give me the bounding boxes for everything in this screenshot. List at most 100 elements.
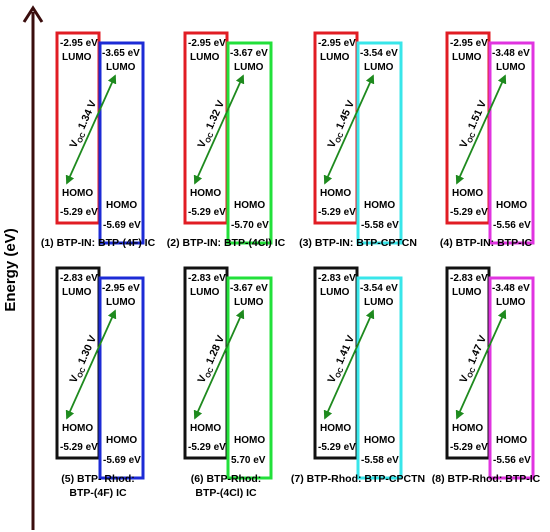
acceptor-homo-label: HOMO xyxy=(234,435,265,446)
donor-lumo-label: LUMO xyxy=(320,287,350,298)
voc-value: 1.30 V xyxy=(75,334,100,369)
acceptor-box xyxy=(488,41,535,245)
acceptor-lumo-label: LUMO xyxy=(496,62,526,73)
acceptor-homo-value: -5.56 eV xyxy=(493,220,531,231)
donor-lumo-label: LUMO xyxy=(62,287,92,298)
donor-lumo-label: LUMO xyxy=(452,287,482,298)
acceptor-homo-value: -5.58 eV xyxy=(361,220,399,231)
donor-lumo-label: LUMO xyxy=(190,287,220,298)
energy-axis: Energy (eV) xyxy=(2,5,44,530)
donor-lumo-value: -2.83 eV xyxy=(318,273,356,284)
voc-value: 1.51 V xyxy=(465,99,490,134)
acceptor-homo-label: HOMO xyxy=(496,200,527,211)
voc-arrow xyxy=(193,309,245,420)
donor-homo-label: HOMO xyxy=(190,423,221,434)
donor-lumo-value: -2.83 eV xyxy=(450,273,488,284)
panel-1: -2.95 eV LUMO HOMO -5.29 eV -3.65 eV LUMO HOMO… xyxy=(41,31,156,249)
donor-homo-label: HOMO xyxy=(62,188,93,199)
donor-homo-value: -5.29 eV xyxy=(318,442,356,453)
panel-caption-line: (4) BTP-IN: BTP-IC xyxy=(440,237,533,249)
donor-lumo-value: -2.95 eV xyxy=(318,38,356,49)
voc-subscript: OC xyxy=(467,132,478,144)
acceptor-lumo-value: -3.54 eV xyxy=(360,48,398,59)
donor-homo-value: -5.29 eV xyxy=(450,207,488,218)
acceptor-lumo-value: -3.48 eV xyxy=(492,48,530,59)
donor-homo-label: HOMO xyxy=(62,423,93,434)
acceptor-homo-value: 5.70 eV xyxy=(231,455,266,466)
voc-subscript: OC xyxy=(335,132,346,144)
acceptor-lumo-value: -3.65 eV xyxy=(102,48,140,59)
acceptor-lumo-value: -2.95 eV xyxy=(102,283,140,294)
donor-homo-value: -5.29 eV xyxy=(450,442,488,453)
acceptor-lumo-value: -3.67 eV xyxy=(230,48,268,59)
acceptor-homo-label: HOMO xyxy=(234,200,265,211)
acceptor-homo-label: HOMO xyxy=(496,435,527,446)
voc-subscript: OC xyxy=(205,367,216,379)
donor-lumo-value: -2.83 eV xyxy=(60,273,98,284)
acceptor-box xyxy=(98,276,145,480)
voc-value: 1.28 V xyxy=(203,334,228,369)
acceptor-lumo-label: LUMO xyxy=(106,297,136,308)
voc-subscript: OC xyxy=(205,132,216,144)
voc-subscript: OC xyxy=(467,367,478,379)
voc-arrow xyxy=(323,309,375,420)
voc-value: 1.45 V xyxy=(333,99,358,134)
panel-caption-line: (5) BTP- Rhod: xyxy=(61,473,135,485)
voc-subscript: OC xyxy=(77,367,88,379)
acceptor-lumo-value: -3.54 eV xyxy=(360,283,398,294)
acceptor-box xyxy=(356,276,403,480)
panel-caption-line: (7) BTP-Rhod: BTP-CPCTN xyxy=(291,473,425,485)
donor-lumo-value: -2.95 eV xyxy=(188,38,226,49)
acceptor-homo-value: -5.69 eV xyxy=(103,220,141,231)
acceptor-homo-label: HOMO xyxy=(364,200,395,211)
acceptor-lumo-label: LUMO xyxy=(364,297,394,308)
donor-lumo-label: LUMO xyxy=(452,52,482,63)
voc-value: 1.41 V xyxy=(333,334,358,369)
voc-symbol: V xyxy=(457,139,471,150)
voc-arrow xyxy=(65,309,117,420)
panel-grid: -2.95 eV LUMO HOMO -5.29 eV -3.65 eV LUMO HOMO… xyxy=(41,31,541,499)
donor-homo-value: -5.29 eV xyxy=(188,442,226,453)
acceptor-box xyxy=(98,41,145,245)
acceptor-homo-value: -5.56 eV xyxy=(493,455,531,466)
voc-value: 1.47 V xyxy=(465,334,490,369)
donor-homo-label: HOMO xyxy=(320,188,351,199)
acceptor-homo-value: -5.69 eV xyxy=(103,455,141,466)
voc-symbol: V xyxy=(195,374,209,385)
acceptor-box xyxy=(488,276,535,480)
energy-axis-arrowhead xyxy=(22,5,44,23)
voc-arrow xyxy=(455,74,507,185)
panel-caption-line: BTP-(4Cl) IC xyxy=(195,487,257,499)
donor-homo-value: -5.29 eV xyxy=(60,442,98,453)
acceptor-box xyxy=(226,276,273,480)
voc-arrow xyxy=(323,74,375,185)
panel-4: -2.95 eV LUMO HOMO -5.29 eV -3.48 eV LUMO HOMO… xyxy=(440,31,535,249)
panel-caption-line: BTP-(4F) IC xyxy=(69,487,127,499)
panel-7: -2.83 eV LUMO HOMO -5.29 eV -3.54 eV LUMO HOMO… xyxy=(291,266,425,485)
voc-subscript: OC xyxy=(335,367,346,379)
acceptor-lumo-label: LUMO xyxy=(234,297,264,308)
donor-homo-value: -5.29 eV xyxy=(318,207,356,218)
panel-caption-line: (2) BTP-IN: BTP-(4Cl) IC xyxy=(167,237,286,249)
panel-caption-line: (3) BTP-IN: BTP-CPTCN xyxy=(299,237,417,249)
acceptor-lumo-value: -3.48 eV xyxy=(492,283,530,294)
voc-value: 1.32 V xyxy=(203,99,228,134)
voc-arrow xyxy=(455,309,507,420)
donor-homo-label: HOMO xyxy=(320,423,351,434)
voc-symbol: V xyxy=(67,139,81,150)
donor-lumo-value: -2.83 eV xyxy=(188,273,226,284)
donor-homo-value: -5.29 eV xyxy=(60,207,98,218)
acceptor-homo-value: -5.58 eV xyxy=(361,455,399,466)
donor-lumo-label: LUMO xyxy=(320,52,350,63)
donor-homo-value: -5.29 eV xyxy=(188,207,226,218)
acceptor-homo-label: HOMO xyxy=(364,435,395,446)
donor-homo-label: HOMO xyxy=(190,188,221,199)
donor-lumo-value: -2.95 eV xyxy=(450,38,488,49)
acceptor-lumo-label: LUMO xyxy=(106,62,136,73)
voc-arrow xyxy=(193,74,245,185)
acceptor-homo-value: -5.70 eV xyxy=(231,220,269,231)
panel-caption-line: (8) BTP-Rhod: BTP-IC xyxy=(432,473,541,485)
donor-lumo-label: LUMO xyxy=(190,52,220,63)
voc-symbol: V xyxy=(457,374,471,385)
